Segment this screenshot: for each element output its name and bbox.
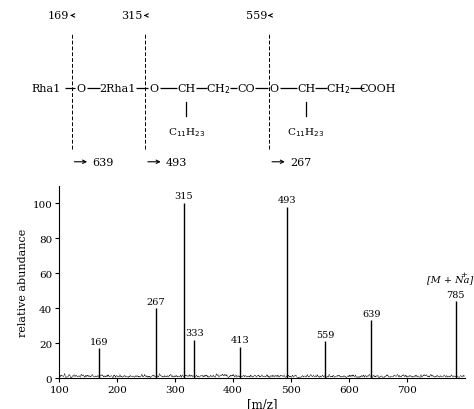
Text: COOH: COOH <box>359 83 396 94</box>
Text: CH: CH <box>297 83 315 94</box>
Text: CH$_2$: CH$_2$ <box>326 82 350 95</box>
Text: 267: 267 <box>290 157 311 167</box>
Text: 493: 493 <box>277 196 296 204</box>
Text: C$_{11}$H$_{23}$: C$_{11}$H$_{23}$ <box>287 126 325 139</box>
Text: O: O <box>269 83 278 94</box>
Text: 559: 559 <box>246 11 267 21</box>
Text: 315: 315 <box>121 11 143 21</box>
Text: 785: 785 <box>447 290 465 299</box>
Text: 267: 267 <box>146 297 165 306</box>
Text: [M + Na]: [M + Na] <box>427 275 473 284</box>
Text: +: + <box>460 271 467 279</box>
Text: CH$_2$: CH$_2$ <box>207 82 231 95</box>
Text: CH: CH <box>177 83 196 94</box>
X-axis label: [m/z]: [m/z] <box>246 397 277 409</box>
Text: C$_{11}$H$_{23}$: C$_{11}$H$_{23}$ <box>168 126 205 139</box>
Text: 169: 169 <box>90 337 109 346</box>
Text: 639: 639 <box>92 157 114 167</box>
Text: 315: 315 <box>174 192 193 201</box>
Text: 333: 333 <box>185 328 203 337</box>
Text: 639: 639 <box>362 309 381 318</box>
Text: 559: 559 <box>316 330 334 339</box>
Text: 169: 169 <box>48 11 69 21</box>
Text: 2Rha1: 2Rha1 <box>100 83 136 94</box>
Text: CO: CO <box>237 83 255 94</box>
Text: Rha1: Rha1 <box>32 83 61 94</box>
Y-axis label: relative abundance: relative abundance <box>18 228 28 336</box>
Text: 493: 493 <box>166 157 187 167</box>
Text: 413: 413 <box>231 335 250 344</box>
Text: O: O <box>150 83 159 94</box>
Text: O: O <box>76 83 85 94</box>
